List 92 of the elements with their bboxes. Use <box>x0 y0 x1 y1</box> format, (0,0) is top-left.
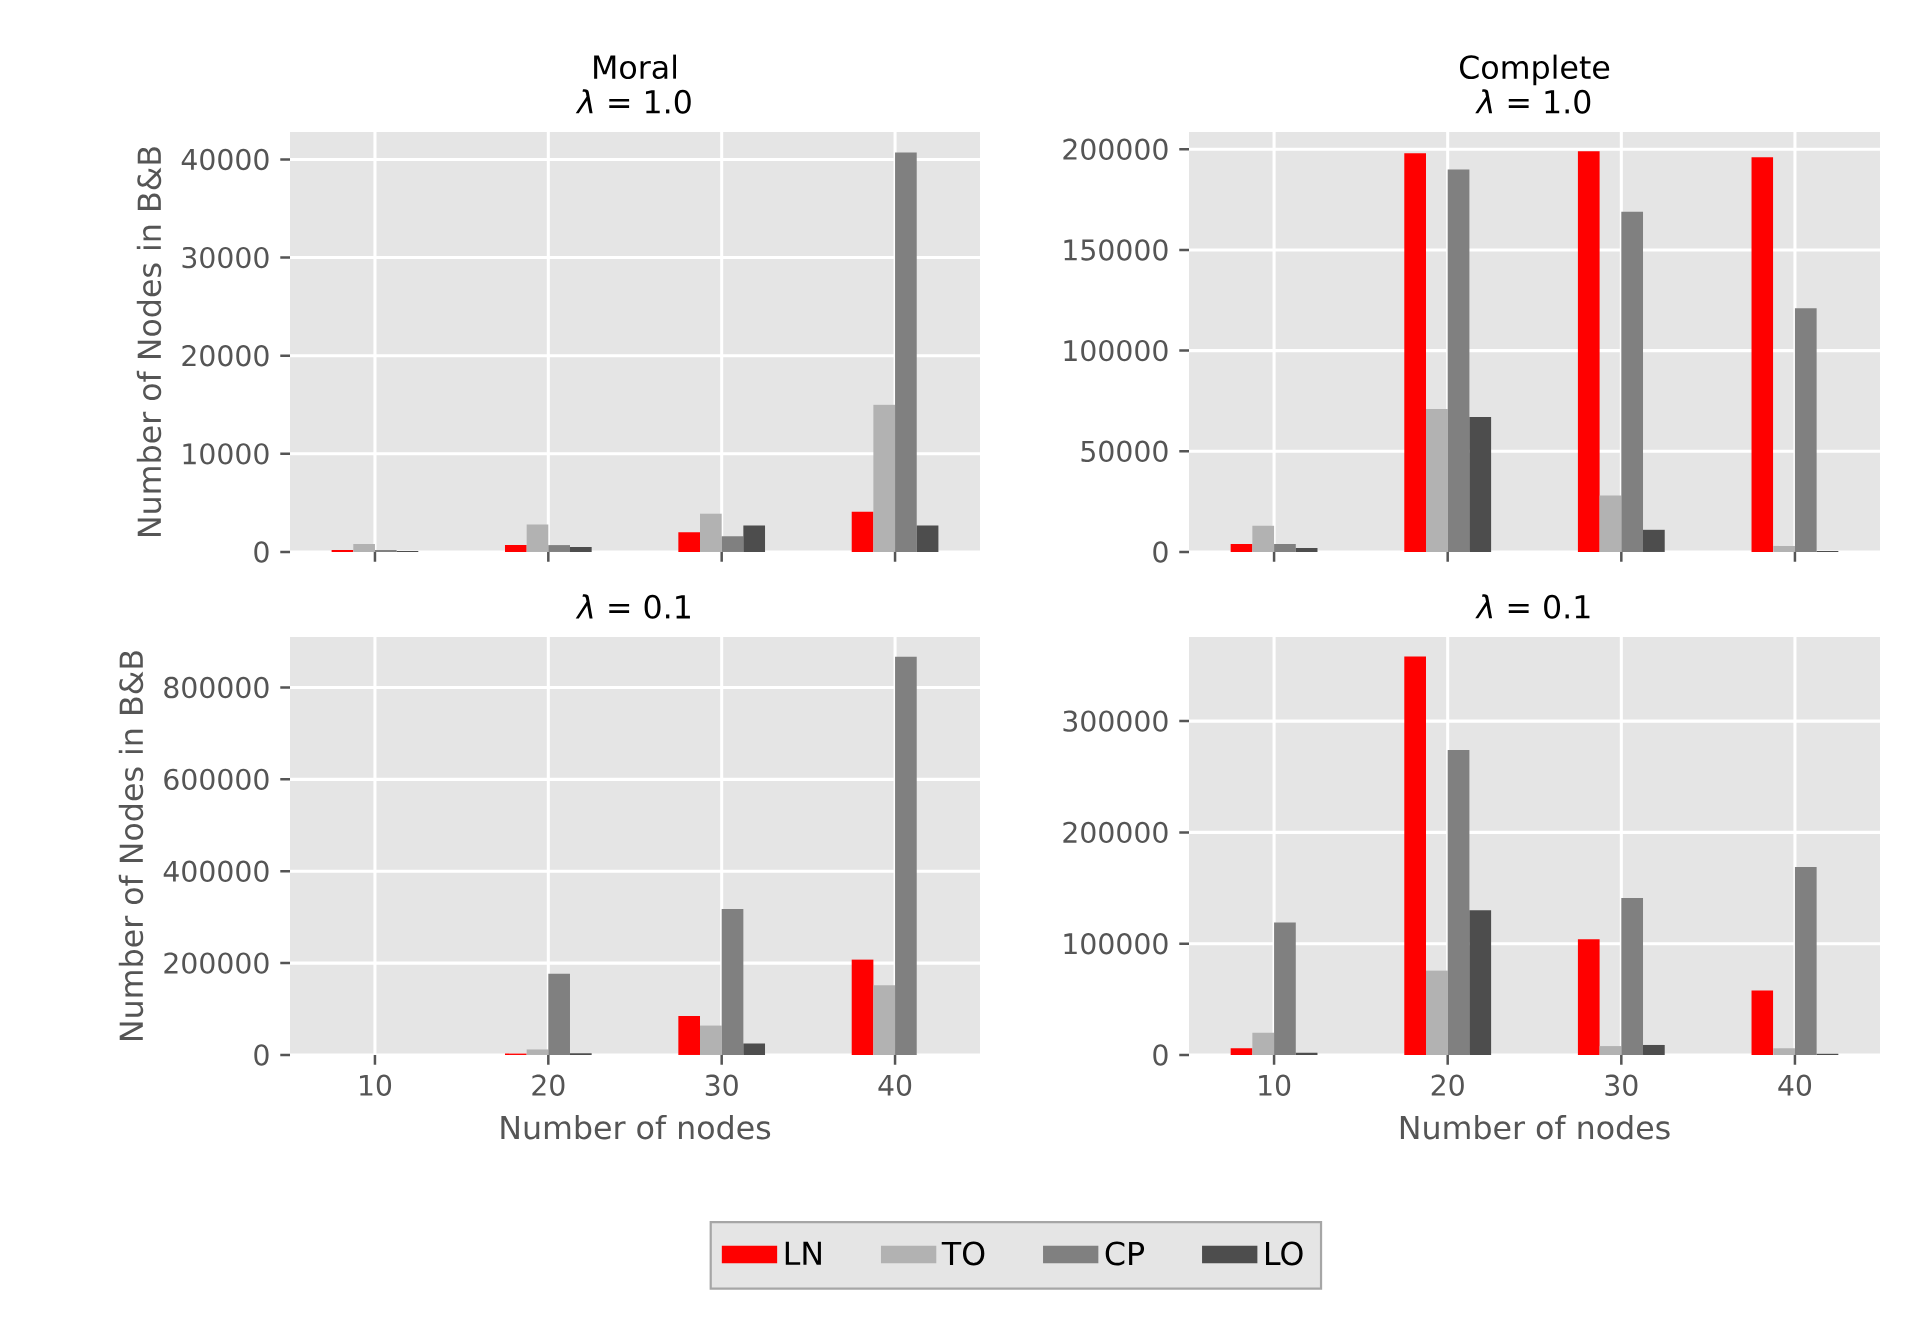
y-tick-label: 600000 <box>164 768 269 791</box>
chart-title: λ = 0.1 <box>575 594 690 619</box>
chart-title: Complete <box>1459 54 1610 86</box>
x-tick-label: 40 <box>1778 1074 1812 1096</box>
y-tick-label: 800000 <box>164 676 269 699</box>
y-tick-label: 150000 <box>1064 239 1168 261</box>
bar <box>1274 922 1296 1055</box>
y-tick-label: 100000 <box>1064 933 1168 955</box>
bar <box>678 1015 701 1055</box>
chart-title: λ = 0.1 <box>1475 594 1590 619</box>
y-tick-label: 300000 <box>1063 710 1168 732</box>
y-tick-label: 200000 <box>1063 821 1168 844</box>
bar <box>1577 151 1600 552</box>
y-tick-label: 0 <box>1153 541 1168 563</box>
bar <box>1621 211 1644 552</box>
bar <box>504 545 527 552</box>
x-tick-label: 10 <box>1259 1074 1291 1096</box>
x-axis-title: Number of nodes <box>1400 1115 1670 1140</box>
bar <box>526 1049 549 1055</box>
y-tick-label: 0 <box>254 541 269 563</box>
bar <box>1621 898 1644 1055</box>
bar <box>548 973 570 1055</box>
bar <box>1295 547 1318 552</box>
x-axis-title: Number of nodes <box>501 1115 771 1140</box>
y-tick-label: 100000 <box>1064 339 1168 362</box>
bar <box>743 525 766 552</box>
y-tick-label: 10000 <box>183 443 269 465</box>
bar <box>1643 529 1665 552</box>
bar <box>851 959 874 1055</box>
y-tick-label: 0 <box>1153 1044 1168 1066</box>
bar <box>1577 939 1600 1055</box>
bar <box>916 525 939 552</box>
bar <box>1230 543 1253 552</box>
chart-subtitle: λ = 1.0 <box>1475 89 1591 114</box>
y-tick-label: 200000 <box>164 952 269 974</box>
x-tick-label: 20 <box>532 1074 565 1096</box>
bar <box>526 524 549 552</box>
x-tick-label: 10 <box>360 1074 392 1096</box>
bar <box>873 985 896 1055</box>
y-axis-title: Number of Nodes in B&B <box>118 651 144 1040</box>
bar <box>1751 990 1774 1055</box>
chart-title: Moral <box>594 54 677 80</box>
bar <box>1794 866 1817 1055</box>
chart-subtitle: λ = 1.0 <box>575 89 691 114</box>
y-axis-title: Number of Nodes in B&B <box>136 147 162 536</box>
bar <box>1751 157 1774 552</box>
y-tick-label: 200000 <box>1063 138 1168 160</box>
bar <box>1426 970 1448 1055</box>
legend-label: TO <box>941 1241 985 1266</box>
x-tick-label: 30 <box>1605 1074 1638 1096</box>
bar <box>1794 308 1817 552</box>
bar <box>1643 1044 1665 1055</box>
legend-label: LN <box>785 1241 821 1265</box>
bar <box>1773 545 1795 552</box>
bar <box>1447 750 1470 1055</box>
bar <box>548 545 570 552</box>
bar <box>873 404 896 552</box>
bar <box>569 547 592 552</box>
bar <box>1773 1048 1795 1055</box>
bar <box>1447 169 1470 552</box>
bar <box>1252 1032 1275 1055</box>
bar <box>1274 543 1296 552</box>
bar <box>700 1025 722 1055</box>
bar <box>1469 417 1492 552</box>
bar <box>895 656 917 1055</box>
bar <box>700 513 722 552</box>
bar <box>1252 525 1275 552</box>
bar <box>1599 495 1622 552</box>
bar <box>1404 153 1426 552</box>
x-tick-label: 30 <box>705 1074 738 1096</box>
bar <box>721 908 744 1055</box>
bar <box>1599 1046 1622 1055</box>
bar <box>1404 656 1426 1055</box>
bar <box>353 544 375 552</box>
legend-label: CP <box>1105 1241 1145 1266</box>
bar <box>895 152 917 552</box>
y-tick-label: 30000 <box>182 246 269 269</box>
y-tick-label: 0 <box>254 1044 269 1066</box>
bar <box>1469 910 1492 1055</box>
bar <box>743 1043 766 1055</box>
y-tick-label: 400000 <box>163 860 269 882</box>
y-tick-label: 20000 <box>182 345 269 367</box>
legend-label: LO <box>1266 1241 1303 1266</box>
bar <box>1426 409 1448 552</box>
y-tick-label: 40000 <box>181 148 269 171</box>
x-tick-label: 20 <box>1431 1074 1464 1096</box>
x-tick-label: 40 <box>878 1074 912 1096</box>
bar <box>721 536 744 552</box>
bar <box>1230 1048 1253 1055</box>
bar <box>678 532 701 552</box>
y-tick-label: 50000 <box>1081 440 1168 463</box>
bar <box>851 511 874 552</box>
